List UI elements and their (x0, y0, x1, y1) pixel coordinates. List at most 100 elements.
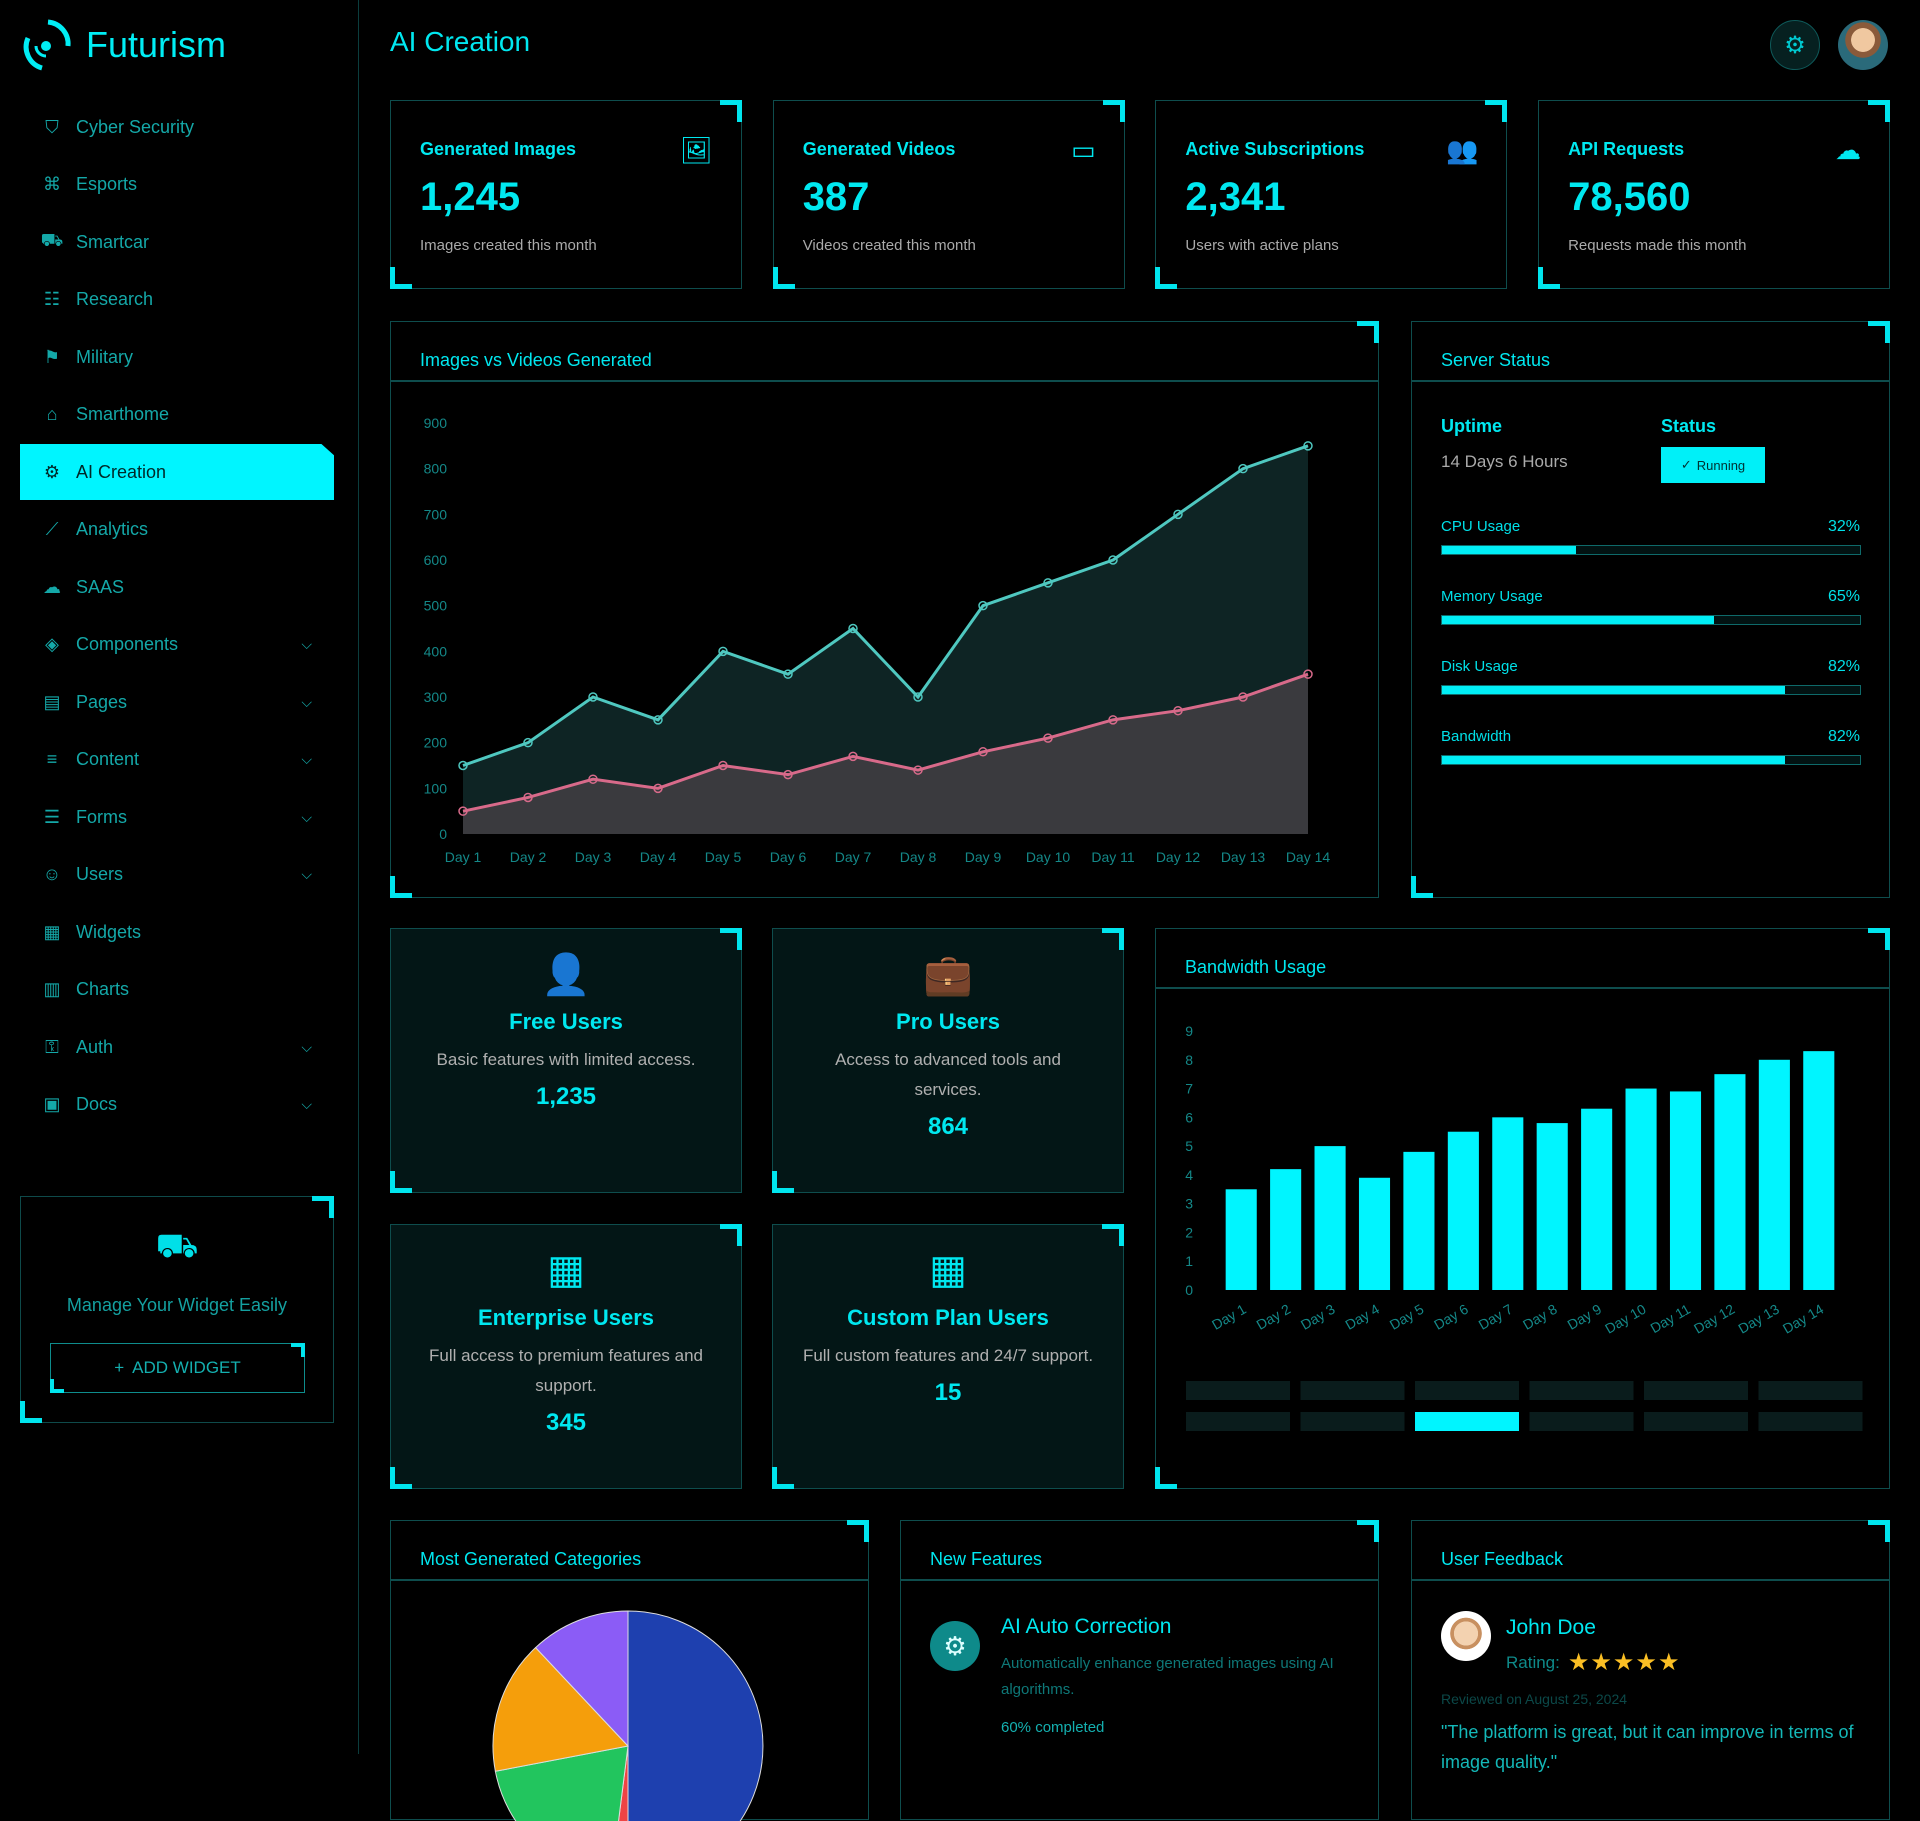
sidebar-item-users[interactable]: ☺ Users ⌵ (20, 847, 334, 903)
data-point[interactable] (718, 646, 728, 657)
sidebar-item-military[interactable]: ⚑ Military (20, 329, 334, 385)
slider-segment[interactable] (1300, 1381, 1405, 1400)
data-point[interactable] (783, 769, 793, 780)
y-tick-label: 4 (1185, 1167, 1193, 1183)
data-point[interactable] (588, 692, 598, 702)
x-tick-label: Day 13 (1221, 849, 1266, 865)
bar[interactable] (1225, 1189, 1257, 1290)
user-tier-card: ▦ Enterprise Users Full access to premiu… (390, 1224, 742, 1489)
data-point[interactable] (1173, 705, 1183, 716)
data-point[interactable] (1043, 578, 1053, 588)
add-widget-button[interactable]: + ADD WIDGET (50, 1343, 305, 1393)
reviewer-avatar (1441, 1611, 1491, 1661)
data-point[interactable] (978, 600, 988, 611)
new-features-card: New Features ⚙ AI Auto Correction Automa… (900, 1520, 1379, 1820)
bar[interactable] (1492, 1117, 1524, 1290)
sidebar-item-esports[interactable]: ⌘ Esports (20, 157, 334, 213)
data-point[interactable] (458, 806, 468, 816)
slider-segment[interactable] (1644, 1381, 1748, 1400)
sidebar-item-forms[interactable]: ☰ Forms ⌵ (20, 789, 334, 845)
video-icon: ▭ (1071, 135, 1096, 165)
data-point[interactable] (848, 751, 858, 762)
bar[interactable] (1803, 1051, 1835, 1290)
x-tick-label: Day 4 (1342, 1301, 1382, 1333)
x-tick-label: Day 9 (1564, 1301, 1604, 1333)
data-point[interactable] (848, 623, 858, 634)
bar[interactable] (1270, 1169, 1302, 1290)
logo[interactable]: Futurism (18, 16, 226, 74)
settings-button[interactable]: ⚙ (1770, 20, 1820, 70)
data-point[interactable] (1303, 441, 1313, 451)
sidebar-item-cyber-security[interactable]: ⛉ Cyber Security (20, 99, 334, 155)
data-point[interactable] (1108, 555, 1118, 565)
stat-subtext: Users with active plans (1185, 237, 1339, 254)
bar[interactable] (1625, 1088, 1657, 1290)
data-point[interactable] (1043, 733, 1053, 743)
slider-segment[interactable] (1758, 1412, 1863, 1431)
sidebar-item-label: SAAS (76, 576, 125, 597)
slider-segment[interactable] (1415, 1412, 1519, 1431)
sidebar-item-components[interactable]: ◈ Components ⌵ (20, 617, 334, 673)
bar[interactable] (1536, 1123, 1568, 1290)
data-point[interactable] (783, 669, 793, 679)
feature-progress: 60% completed (1001, 1719, 1105, 1736)
sidebar-item-charts[interactable]: ▥ Charts (20, 962, 334, 1018)
bar[interactable] (1447, 1131, 1479, 1290)
stat-subtext: Images created this month (420, 237, 597, 254)
slider-segment[interactable] (1529, 1412, 1634, 1431)
pie-slice[interactable] (534, 1610, 629, 1748)
slider-segment[interactable] (1415, 1381, 1519, 1400)
slider-segment[interactable] (1644, 1412, 1748, 1431)
data-point[interactable] (978, 747, 988, 757)
bar[interactable] (1758, 1059, 1790, 1290)
data-point[interactable] (1303, 669, 1313, 679)
series-line (462, 444, 1309, 767)
bar[interactable] (1714, 1074, 1746, 1290)
sidebar-item-smartcar[interactable]: ⛟ Smartcar (20, 214, 334, 270)
sidebar-item-content[interactable]: ≡ Content ⌵ (20, 732, 334, 788)
sidebar-item-label: Charts (76, 979, 130, 999)
data-point[interactable] (913, 765, 923, 775)
bar[interactable] (1669, 1091, 1702, 1290)
data-point[interactable] (1108, 715, 1118, 725)
bar[interactable] (1358, 1177, 1391, 1290)
data-point[interactable] (1173, 509, 1183, 520)
sidebar-item-widgets[interactable]: ▦ Widgets (20, 904, 334, 960)
data-point[interactable] (1238, 692, 1248, 702)
sidebar-item-ai-creation[interactable]: ⚙ AI Creation (20, 444, 334, 500)
slider-segment[interactable] (1300, 1412, 1405, 1431)
data-point[interactable] (653, 715, 663, 725)
slider-segment[interactable] (1186, 1381, 1290, 1400)
pie-slice[interactable] (627, 1610, 764, 1821)
slider-segment[interactable] (1186, 1412, 1290, 1431)
slider-segment[interactable] (1758, 1381, 1863, 1400)
data-point[interactable] (718, 760, 728, 771)
sidebar-item-label: Military (76, 346, 133, 367)
card-title: User Feedback (1412, 1521, 1889, 1581)
sidebar-item-pages[interactable]: ▤ Pages ⌵ (20, 674, 334, 730)
data-point[interactable] (458, 760, 468, 771)
sidebar-item-auth[interactable]: ⚿ Auth ⌵ (20, 1019, 334, 1075)
avatar[interactable] (1838, 20, 1888, 70)
bar[interactable] (1314, 1146, 1346, 1290)
data-point[interactable] (588, 774, 598, 784)
sidebar-item-saas[interactable]: ☁ SAAS (20, 559, 334, 615)
data-point[interactable] (523, 792, 533, 803)
book-icon: ▣ (43, 1094, 61, 1114)
data-point[interactable] (913, 692, 923, 702)
chevron-down-icon: ⌵ (301, 636, 312, 652)
progress-bar (1441, 545, 1861, 555)
gear-icon: ⚙ (1784, 31, 1806, 59)
sidebar-item-docs[interactable]: ▣ Docs ⌵ (20, 1077, 334, 1133)
y-tick-label: 500 (424, 598, 448, 614)
bar[interactable] (1403, 1151, 1435, 1290)
data-point[interactable] (653, 783, 663, 794)
sidebar-item-research[interactable]: ☷ Research (20, 272, 334, 328)
slider-segment[interactable] (1529, 1381, 1634, 1400)
bar[interactable] (1581, 1108, 1613, 1290)
data-point[interactable] (523, 737, 533, 748)
sidebar-item-smarthome[interactable]: ⌂ Smarthome (20, 387, 334, 443)
sidebar-item-analytics[interactable]: ⟋ Analytics (20, 502, 334, 558)
sidebar-item-label: Content (76, 749, 140, 769)
data-point[interactable] (1238, 463, 1248, 474)
